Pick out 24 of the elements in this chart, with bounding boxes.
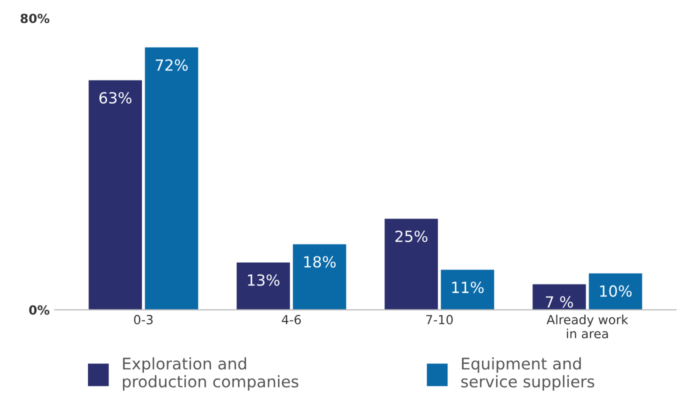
legend-label: Exploration and production companies [122, 357, 298, 391]
data-label: 7 % [546, 296, 573, 308]
data-label: 13% [248, 274, 280, 286]
data-label: 10% [600, 285, 632, 297]
bar [292, 244, 346, 310]
x-tick-label: Already work in area [546, 314, 628, 338]
bar [88, 80, 142, 310]
y-tick-label: 80% [20, 14, 50, 24]
data-label: 72% [156, 59, 188, 71]
bar [144, 47, 198, 310]
bar [384, 218, 438, 310]
bar [588, 273, 642, 310]
x-tick-label: 0-3 [134, 314, 153, 324]
data-label: 11% [452, 282, 484, 294]
data-label: 63% [99, 92, 132, 104]
data-label: 25% [395, 230, 428, 242]
bar [236, 262, 290, 310]
x-tick-label: 4-6 [282, 314, 301, 324]
data-label: 18% [304, 256, 336, 268]
legend-label: Equipment and service suppliers [461, 357, 594, 391]
bar [532, 284, 586, 310]
y-tick-label: 0% [29, 305, 50, 315]
bar [440, 270, 494, 310]
x-tick-label: 7-10 [426, 314, 453, 324]
